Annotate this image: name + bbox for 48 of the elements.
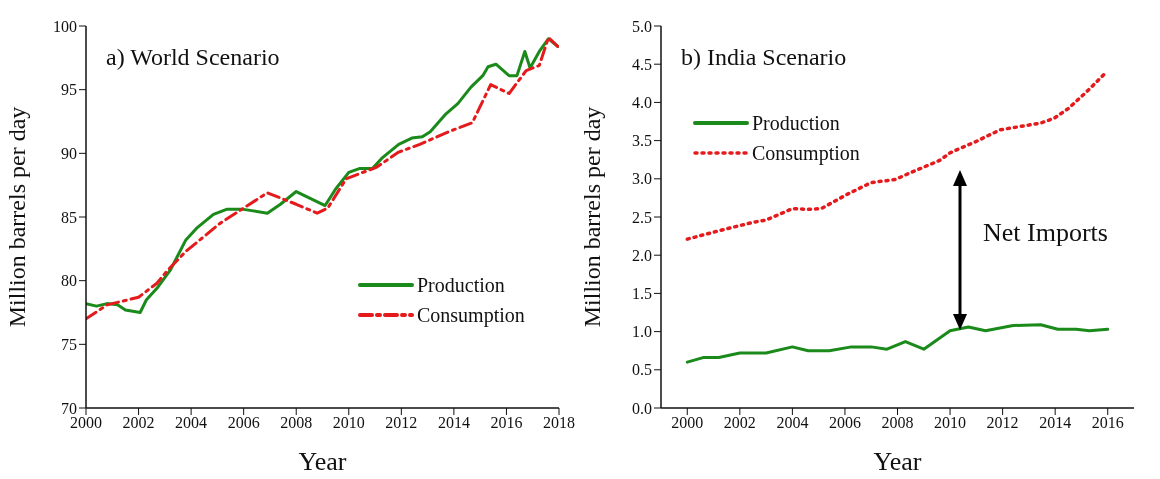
y-tick-label: 90	[61, 145, 77, 163]
x-axis-title: Year	[873, 447, 922, 476]
y-tick-label: 2.5	[632, 208, 652, 226]
x-tick-label: 2010	[332, 414, 365, 432]
text: a) World Scenario	[106, 44, 280, 71]
y-axis-title: Million barrels per day	[3, 106, 30, 328]
y-tick-label: 75	[61, 336, 77, 354]
y-tick-label: 3.5	[632, 132, 652, 150]
y-tick-label: 0.0	[632, 399, 652, 417]
x-tick-label: 2014	[1039, 414, 1072, 432]
x-tick-label: 2000	[671, 414, 704, 432]
x-tick-label: 2004	[175, 414, 208, 432]
y-tick-label: 2.0	[632, 246, 652, 264]
x-tick-label: 2002	[122, 414, 155, 432]
y-tick-label: 4.5	[632, 55, 652, 73]
x-tick-label: 2012	[385, 414, 418, 432]
y-axis-title: Million barrels per day	[578, 106, 605, 328]
x-tick-label: 2016	[1091, 414, 1124, 432]
x-tick-label: 2008	[881, 414, 914, 432]
y-tick-label: 5.0	[632, 17, 652, 35]
legend-label: Production	[417, 273, 505, 297]
annotation: Net Imports	[983, 218, 1108, 248]
y-tick-label: 95	[61, 81, 77, 99]
y-tick-label: 85	[61, 208, 77, 226]
y-tick-label: 0.5	[632, 361, 652, 379]
y-tick-label: 80	[61, 272, 77, 290]
text: b) India Scenario	[681, 44, 847, 71]
y-tick-label: 3.0	[632, 170, 652, 188]
x-tick-label: 2016	[490, 414, 523, 432]
legend-label: Production	[752, 111, 840, 135]
x-tick-label: 2008	[280, 414, 313, 432]
x-tick-label: 2002	[723, 414, 756, 432]
x-tick-label: 2006	[828, 414, 861, 432]
y-tick-label: 70	[61, 399, 77, 417]
x-tick-label: 2014	[437, 414, 470, 432]
legend-label: Consumption	[752, 141, 860, 165]
y-tick-label: 1.0	[632, 323, 652, 341]
x-tick-label: 2004	[776, 414, 809, 432]
x-tick-label: 2000	[70, 414, 102, 432]
legend-label: Consumption	[417, 303, 525, 327]
x-tick-label: 2006	[227, 414, 260, 432]
x-tick-label: 2010	[934, 414, 967, 432]
y-tick-label: 1.5	[632, 285, 652, 303]
x-axis-title: Year	[298, 447, 347, 476]
y-tick-label: 100	[53, 17, 77, 35]
x-tick-label: 2018	[543, 414, 575, 432]
x-tick-label: 2012	[986, 414, 1019, 432]
y-tick-label: 4.0	[632, 94, 652, 112]
